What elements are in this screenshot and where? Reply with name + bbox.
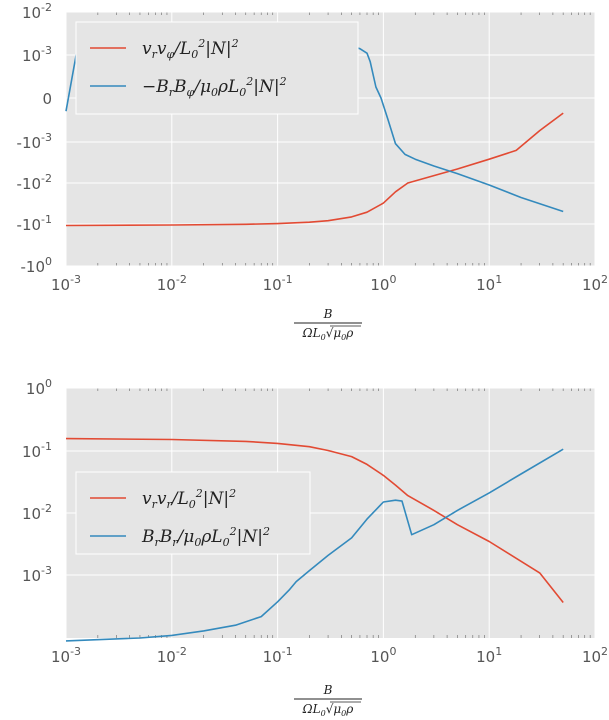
y-tick-label: -10-3 — [17, 131, 52, 152]
x-tick-label: 102 — [582, 273, 608, 294]
y-tick-label: -100 — [21, 255, 53, 276]
y-tick-label: 0 — [42, 90, 52, 108]
y-tick-label: 10-3 — [22, 44, 52, 65]
x-tick-label: 100 — [370, 273, 396, 294]
svg-text:ΩL0√μ0ρ: ΩL0√μ0ρ — [302, 702, 354, 718]
x-tick-label: 10-1 — [263, 645, 293, 666]
x-tick-label: 10-3 — [51, 645, 81, 666]
x-tick-label: 10-3 — [51, 273, 81, 294]
chart-panel-1: 10-3 10-2 10-1 100 101 102 10-2 10-3 0 -10-3 -10-2… — [17, 1, 609, 342]
x-tick-label: 10-2 — [157, 645, 187, 666]
y-tick-label: 10-1 — [22, 440, 52, 461]
y-tick-label: 10-2 — [22, 502, 52, 523]
series-line-1 — [65, 437, 564, 603]
x-tick-label: 10-2 — [157, 273, 187, 294]
y-tick-label: 10-3 — [22, 564, 52, 585]
series-line-1 — [65, 112, 564, 227]
y-tick-label: 100 — [26, 377, 52, 398]
legend: vrvφ/L02|N|2 −BrBφ/μ0ρL02|N|2 — [75, 21, 359, 115]
legend-label: −BrBφ/μ0ρL02|N|2 — [142, 75, 287, 99]
x-tick-label: 10-1 — [263, 273, 293, 294]
legend-label: vrvφ/L02|N|2 — [142, 37, 239, 61]
legend: vrvr/L02|N|2 BrBr/μ0ρL02|N|2 — [75, 471, 311, 555]
x-tick-label: 102 — [582, 645, 608, 666]
chart-panel-2: 10-3 10-2 10-1 100 101 102 100 10-1 10-2 10-3 vrvr… — [22, 377, 608, 718]
svg-text:B: B — [323, 683, 333, 697]
x-axis-label: B ΩL0√μ0ρ — [294, 683, 362, 718]
x-axis-label: B ΩL0√μ0ρ — [294, 307, 362, 342]
svg-text:B: B — [323, 307, 333, 321]
x-tick-label: 101 — [476, 645, 502, 666]
y-tick-label: -10-2 — [17, 172, 52, 193]
legend-box — [75, 21, 359, 115]
y-tick-label: -10-1 — [17, 213, 52, 234]
legend-label: BrBr/μ0ρL02|N|2 — [141, 525, 270, 549]
y-tick-label: 10-2 — [22, 1, 52, 22]
legend-box — [75, 471, 311, 555]
x-tick-label: 100 — [370, 645, 396, 666]
series-line-2 — [65, 448, 564, 642]
x-tick-label: 101 — [476, 273, 502, 294]
legend-label: vrvr/L02|N|2 — [142, 487, 236, 511]
svg-text:ΩL0√μ0ρ: ΩL0√μ0ρ — [302, 326, 354, 342]
